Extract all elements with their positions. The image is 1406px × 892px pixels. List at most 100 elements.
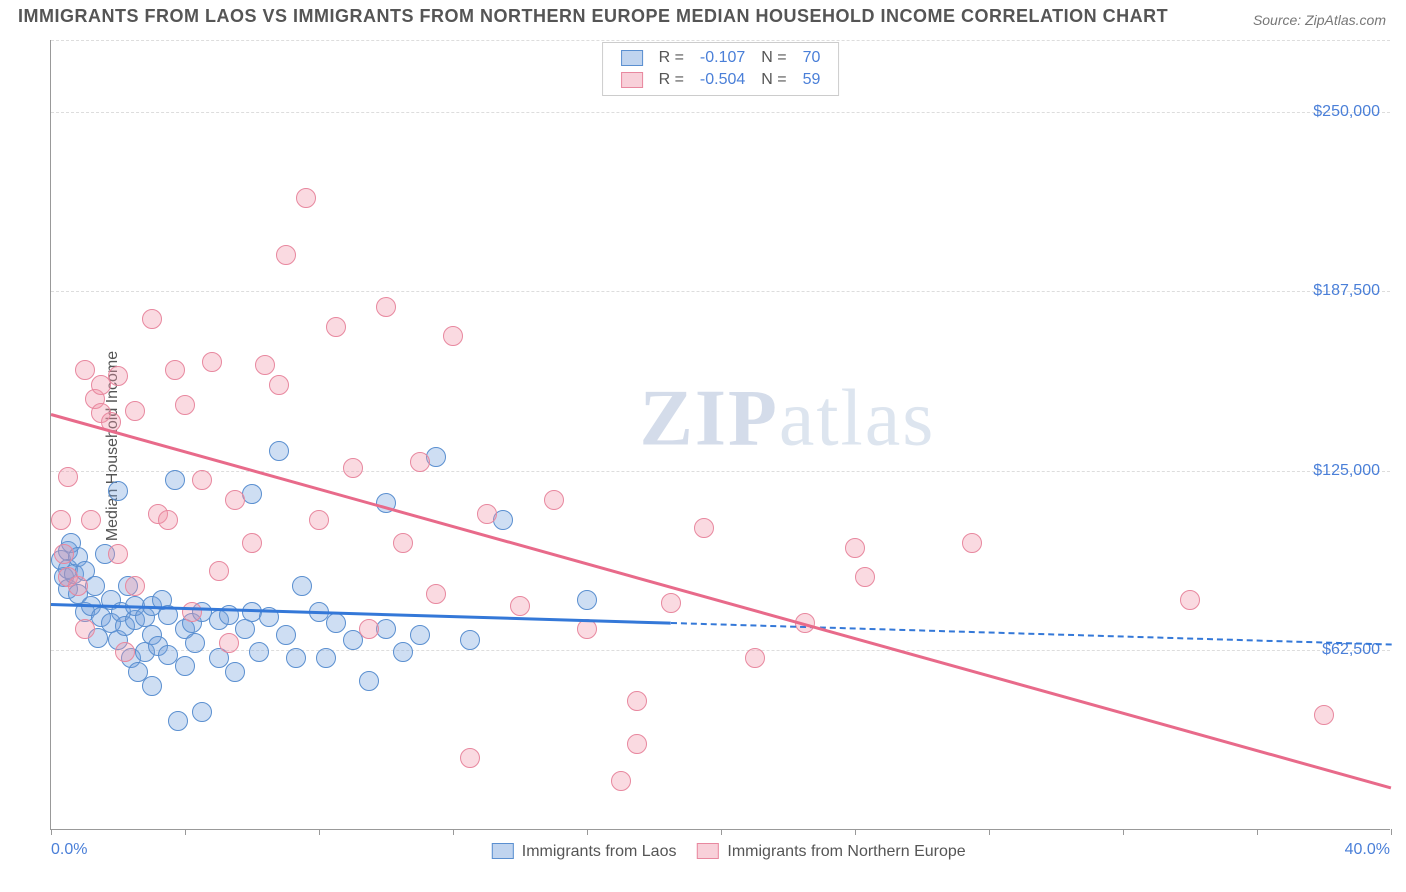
series-legend: Immigrants from Laos Immigrants from Nor… — [475, 843, 965, 861]
r-value: -0.504 — [692, 69, 753, 91]
r-label: R = — [651, 69, 692, 91]
chart-title: IMMIGRANTS FROM LAOS VS IMMIGRANTS FROM … — [18, 6, 1168, 27]
correlation-legend: R = -0.107 N = 70 R = -0.504 N = 59 — [602, 42, 840, 96]
x-tick — [319, 829, 320, 835]
x-tick — [721, 829, 722, 835]
legend-row-pink: R = -0.504 N = 59 — [613, 69, 829, 91]
x-tick — [855, 829, 856, 835]
data-point-blue — [286, 648, 306, 668]
data-point-pink — [255, 355, 275, 375]
data-point-blue — [359, 671, 379, 691]
data-point-pink — [68, 576, 88, 596]
scatter-plot: ZIPatlas R = -0.107 N = 70 R = -0.504 N … — [50, 40, 1390, 830]
r-value: -0.107 — [692, 47, 753, 69]
r-label: R = — [651, 47, 692, 69]
data-point-pink — [142, 309, 162, 329]
data-point-pink — [108, 366, 128, 386]
data-point-pink — [125, 576, 145, 596]
x-tick — [1123, 829, 1124, 835]
data-point-pink — [410, 452, 430, 472]
data-point-pink — [359, 619, 379, 639]
data-point-pink — [477, 504, 497, 524]
swatch-pink — [621, 72, 643, 88]
data-point-blue — [292, 576, 312, 596]
data-point-pink — [443, 326, 463, 346]
n-value: 70 — [795, 47, 829, 69]
data-point-pink — [192, 470, 212, 490]
data-point-blue — [460, 630, 480, 650]
data-point-pink — [269, 375, 289, 395]
data-point-blue — [185, 633, 205, 653]
data-point-pink — [125, 401, 145, 421]
data-point-pink — [544, 490, 564, 510]
data-point-pink — [219, 633, 239, 653]
y-tick-label: $125,000 — [1313, 462, 1380, 480]
data-point-pink — [108, 544, 128, 564]
watermark-prefix: ZIP — [639, 374, 778, 462]
data-point-pink — [627, 734, 647, 754]
data-point-blue — [192, 702, 212, 722]
x-tick — [51, 829, 52, 835]
data-point-pink — [510, 596, 530, 616]
swatch-pink — [697, 843, 719, 859]
data-point-pink — [661, 593, 681, 613]
data-point-pink — [393, 533, 413, 553]
n-label: N = — [753, 69, 794, 91]
data-point-blue — [142, 676, 162, 696]
data-point-pink — [54, 544, 74, 564]
x-tick — [1257, 829, 1258, 835]
source-attribution: Source: ZipAtlas.com — [1253, 12, 1386, 28]
data-point-pink — [158, 510, 178, 530]
x-tick — [1391, 829, 1392, 835]
data-point-pink — [75, 619, 95, 639]
data-point-pink — [1314, 705, 1334, 725]
data-point-blue — [410, 625, 430, 645]
legend-row-blue: R = -0.107 N = 70 — [613, 47, 829, 69]
x-axis-max: 40.0% — [1345, 841, 1390, 859]
data-point-blue — [108, 481, 128, 501]
data-point-blue — [393, 642, 413, 662]
watermark-suffix: atlas — [779, 374, 936, 462]
n-value: 59 — [795, 69, 829, 91]
data-point-pink — [242, 533, 262, 553]
gridline-h — [51, 40, 1390, 41]
data-point-pink — [326, 317, 346, 337]
swatch-blue — [621, 50, 643, 66]
data-point-blue — [235, 619, 255, 639]
data-point-blue — [168, 711, 188, 731]
data-point-pink — [296, 188, 316, 208]
data-point-pink — [51, 510, 71, 530]
data-point-blue — [175, 656, 195, 676]
data-point-pink — [165, 360, 185, 380]
trendline — [671, 622, 1391, 646]
x-tick — [587, 829, 588, 835]
x-tick — [453, 829, 454, 835]
data-point-blue — [249, 642, 269, 662]
data-point-pink — [276, 245, 296, 265]
gridline-h — [51, 112, 1390, 113]
data-point-pink — [855, 567, 875, 587]
legend-label-pink: Immigrants from Northern Europe — [727, 843, 965, 860]
data-point-pink — [376, 297, 396, 317]
y-tick-label: $187,500 — [1313, 282, 1380, 300]
data-point-pink — [225, 490, 245, 510]
data-point-pink — [75, 360, 95, 380]
x-tick — [989, 829, 990, 835]
data-point-pink — [627, 691, 647, 711]
watermark: ZIPatlas — [639, 373, 935, 464]
data-point-blue — [165, 470, 185, 490]
data-point-blue — [326, 613, 346, 633]
data-point-pink — [209, 561, 229, 581]
data-point-pink — [115, 642, 135, 662]
data-point-blue — [577, 590, 597, 610]
x-tick — [185, 829, 186, 835]
data-point-pink — [845, 538, 865, 558]
legend-label-blue: Immigrants from Laos — [522, 843, 677, 860]
data-point-pink — [343, 458, 363, 478]
gridline-h — [51, 291, 1390, 292]
data-point-pink — [745, 648, 765, 668]
data-point-pink — [694, 518, 714, 538]
data-point-pink — [175, 395, 195, 415]
data-point-pink — [611, 771, 631, 791]
data-point-pink — [426, 584, 446, 604]
